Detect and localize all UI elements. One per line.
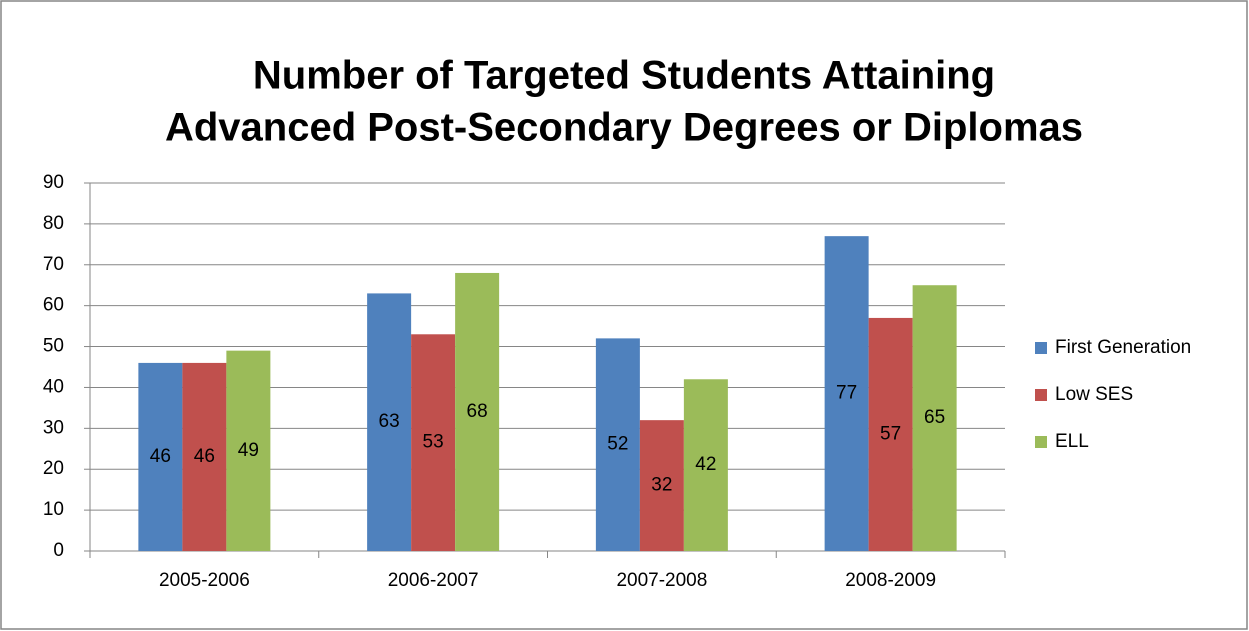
- bar: [683, 379, 728, 551]
- y-tick-label: 50: [43, 336, 64, 357]
- chart-title: Number of Targeted Students Attaining: [253, 54, 995, 98]
- x-tick-label: 2007-2008: [616, 570, 707, 591]
- x-tick-label: 2008-2009: [845, 570, 936, 591]
- bar: [182, 362, 227, 551]
- y-tick-label: 80: [43, 213, 64, 234]
- x-tick-label: 2006-2007: [388, 570, 479, 591]
- bar: [639, 420, 684, 551]
- legend-label: ELL: [1055, 431, 1089, 452]
- data-label: 68: [467, 401, 488, 422]
- bar: [595, 338, 640, 551]
- y-tick-label: 60: [43, 295, 64, 316]
- bar: [226, 350, 271, 551]
- y-tick-label: 70: [43, 254, 64, 275]
- chart-title: Advanced Post-Secondary Degrees or Diplo…: [165, 106, 1083, 150]
- legend-label: First Generation: [1055, 337, 1191, 358]
- x-tick-label: 2005-2006: [159, 570, 250, 591]
- bar: [367, 293, 412, 551]
- bar: [824, 236, 869, 551]
- y-tick-label: 90: [43, 172, 64, 193]
- legend-swatch: [1035, 342, 1047, 354]
- y-tick-label: 0: [53, 540, 64, 561]
- y-tick-label: 20: [43, 458, 64, 479]
- bar: [455, 272, 500, 551]
- data-label: 77: [836, 383, 857, 404]
- y-tick-label: 10: [43, 499, 64, 520]
- data-label: 52: [607, 434, 628, 455]
- data-label: 42: [695, 454, 716, 475]
- data-label: 46: [150, 446, 171, 467]
- data-label: 53: [423, 432, 444, 453]
- data-label: 32: [651, 475, 672, 496]
- data-label: 63: [379, 411, 400, 432]
- data-label: 49: [238, 440, 259, 461]
- data-label: 65: [924, 407, 945, 428]
- bar: [138, 362, 183, 551]
- legend-label: Low SES: [1055, 384, 1133, 405]
- bar: [912, 285, 957, 551]
- data-label: 57: [880, 423, 901, 444]
- y-tick-label: 40: [43, 376, 64, 397]
- y-tick-label: 30: [43, 417, 64, 438]
- bar: [868, 317, 913, 551]
- bar: [411, 334, 456, 551]
- legend-swatch: [1035, 389, 1047, 401]
- data-label: 46: [194, 446, 215, 467]
- legend-swatch: [1035, 436, 1047, 448]
